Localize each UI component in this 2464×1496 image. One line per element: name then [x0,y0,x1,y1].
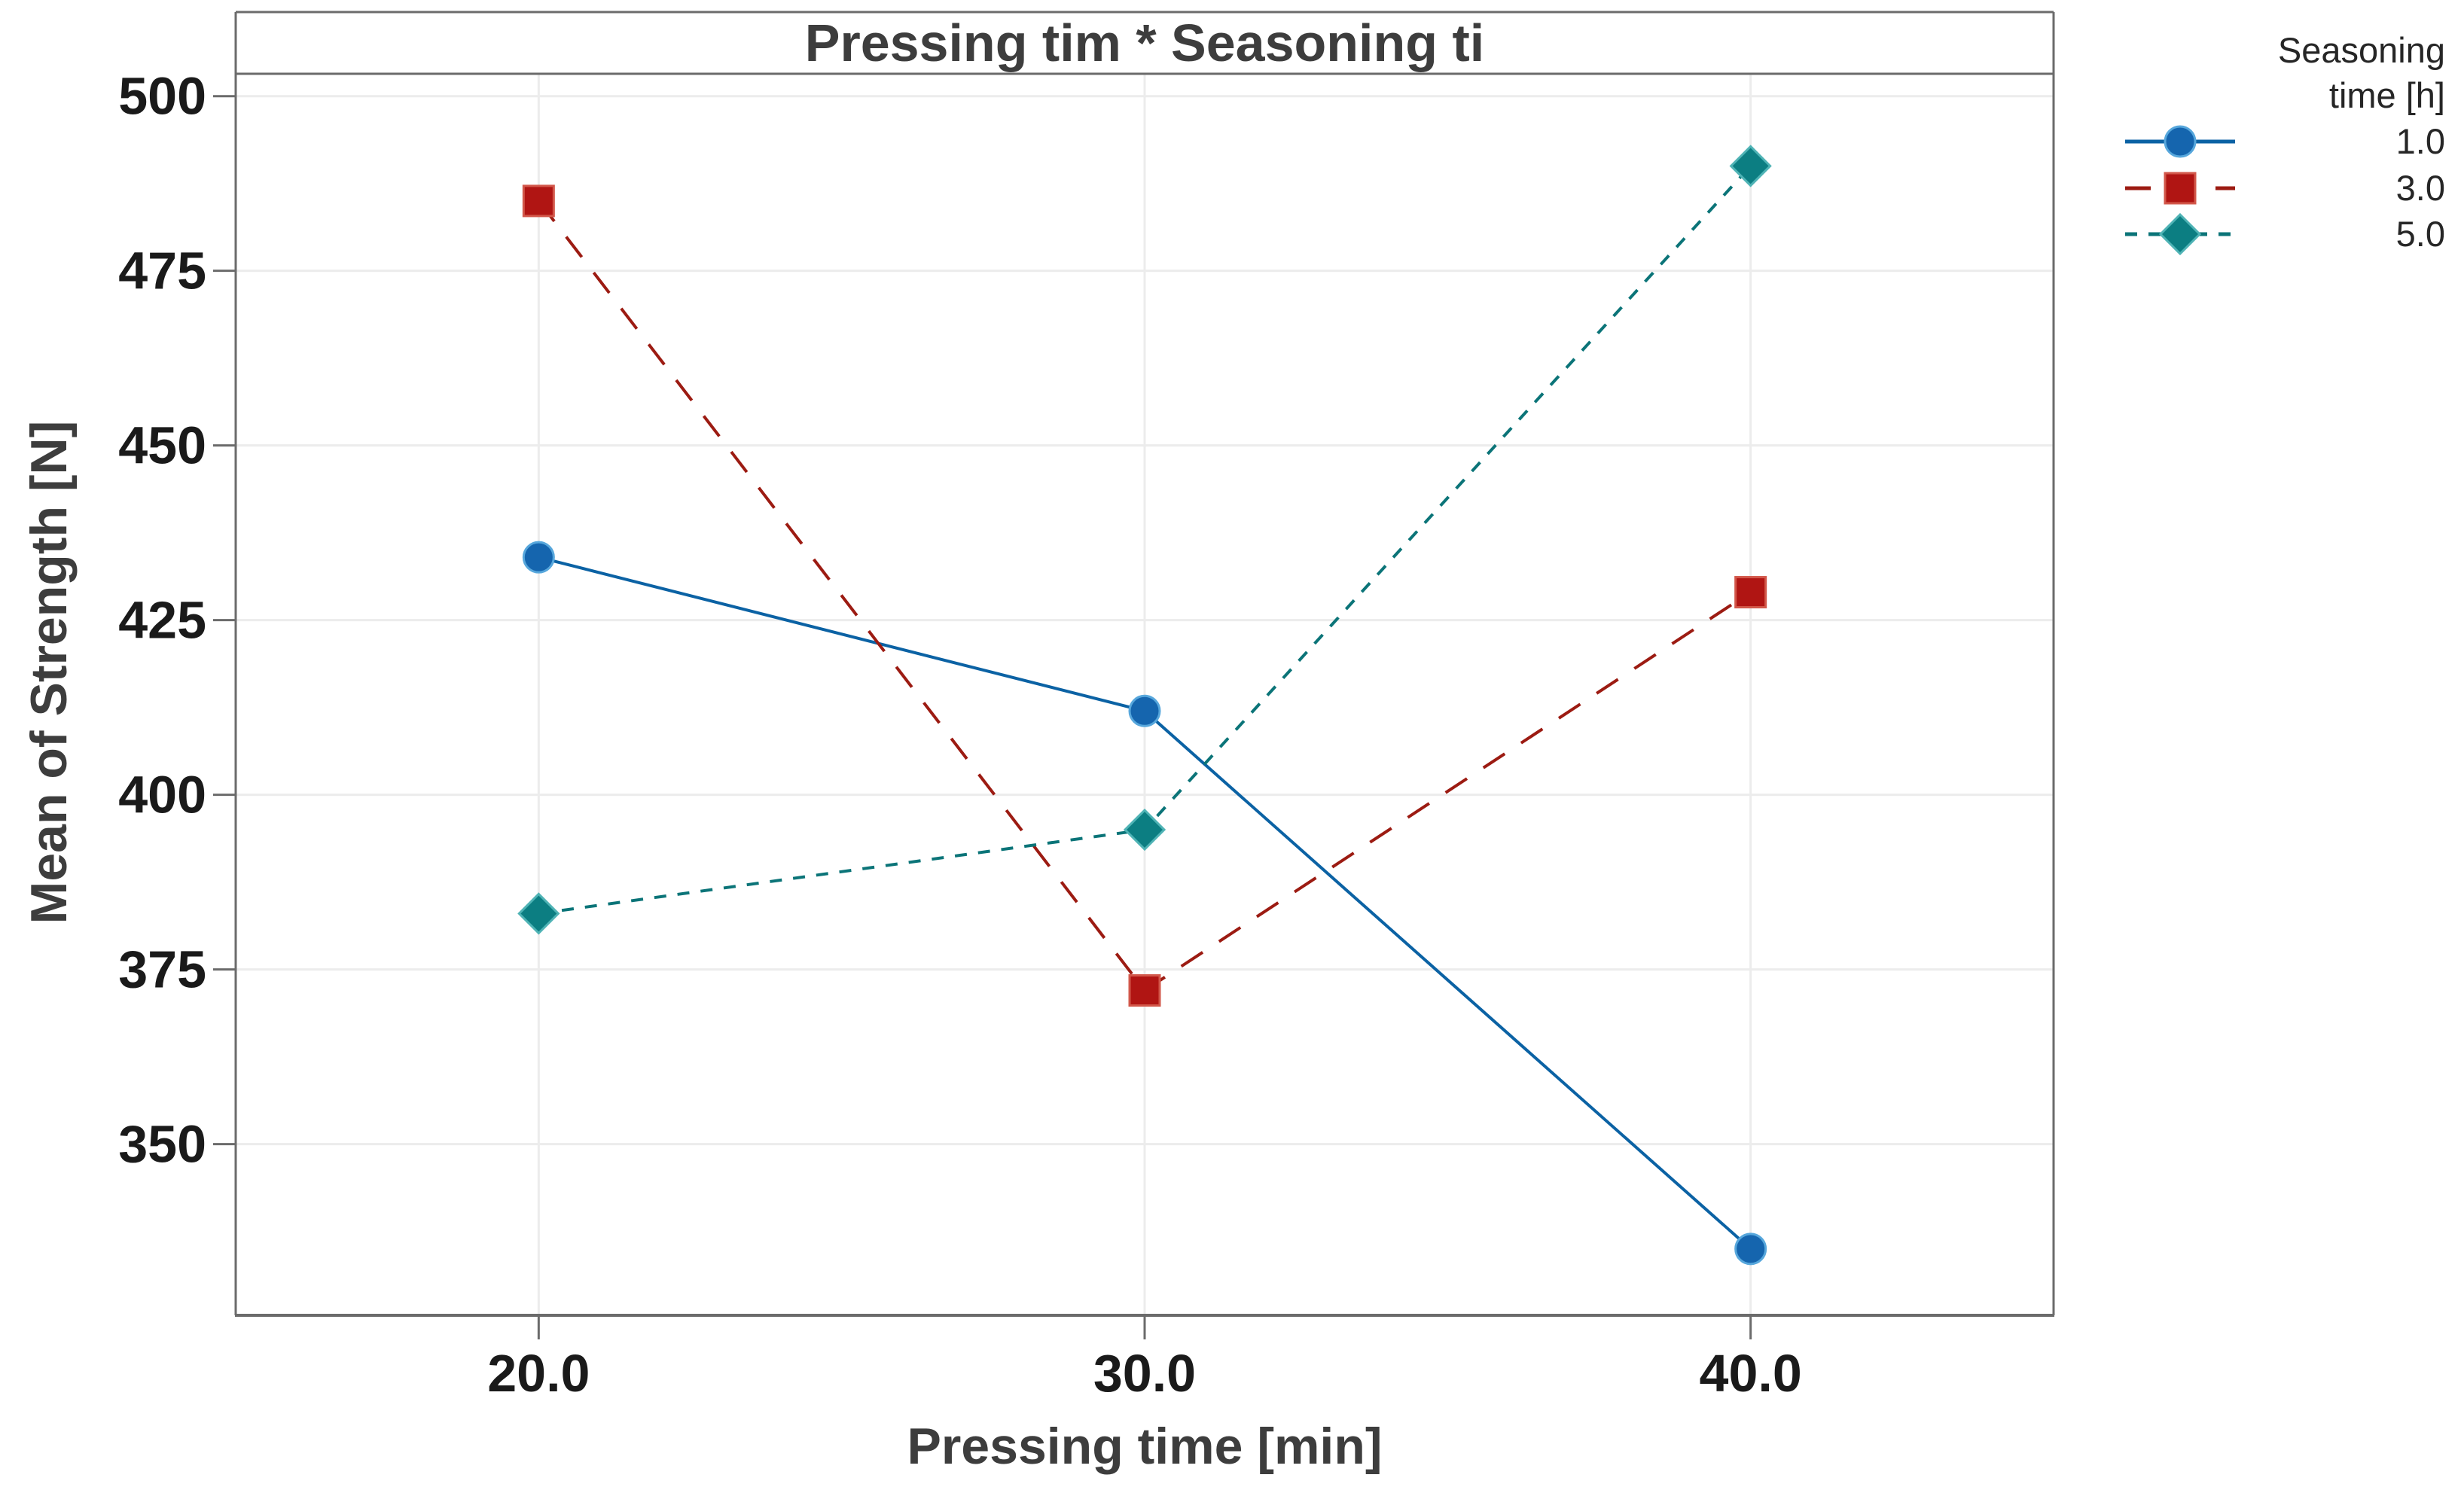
legend-entry-label: 5.0 [2396,214,2445,254]
x-axis-title: Pressing time [min] [907,1418,1383,1475]
legend-entry-label: 1.0 [2396,121,2445,161]
legend-entry-5.0: 5.0 [2125,212,2445,256]
marker-square [1128,973,1161,1007]
y-tick-label: 425 [118,591,206,650]
marker-diamond [1729,145,1772,187]
series-5.0 [517,145,1772,935]
legend-title-line-1: Seasoning [2277,30,2445,70]
marker-diamond [1123,808,1166,852]
marker-square [522,184,555,218]
marker-circle [2164,125,2197,158]
axis-ticks [213,95,1752,1339]
y-tick-label: 375 [118,940,206,999]
chart-title: Pressing tim * Seasoning ti [804,14,1485,72]
x-tick-label: 30.0 [1093,1344,1196,1403]
marker-diamond [2158,212,2202,256]
legend: 1.0 3.0 5.0 [2125,121,2445,256]
legend-title-line-2: time [h] [2328,75,2445,115]
legend-entry-1.0: 1.0 [2125,121,2445,161]
legend-entry-label: 3.0 [2396,168,2445,208]
series-3.0 [522,184,1767,1007]
x-tick-label: 20.0 [487,1344,590,1403]
marker-circle [1128,694,1161,727]
y-tick-label: 400 [118,766,206,824]
marker-square [2164,172,2197,205]
y-axis-title: Mean of Strength [N] [20,420,78,925]
y-tick-label: 500 [118,67,206,126]
y-tick-label: 450 [118,416,206,475]
marker-circle [522,541,555,574]
tick-labels: 350 375 400 425 450 475 500 20.0 30.0 40.0 [118,67,1802,1403]
gridlines [236,74,2054,1315]
legend-entry-3.0: 3.0 [2125,168,2445,208]
marker-circle [1734,1232,1767,1266]
y-tick-label: 475 [118,242,206,300]
y-tick-label: 350 [118,1115,206,1174]
series-1.0 [522,541,1767,1266]
marker-square [1734,576,1767,609]
marker-diamond [517,892,560,935]
x-tick-label: 40.0 [1700,1344,1802,1403]
